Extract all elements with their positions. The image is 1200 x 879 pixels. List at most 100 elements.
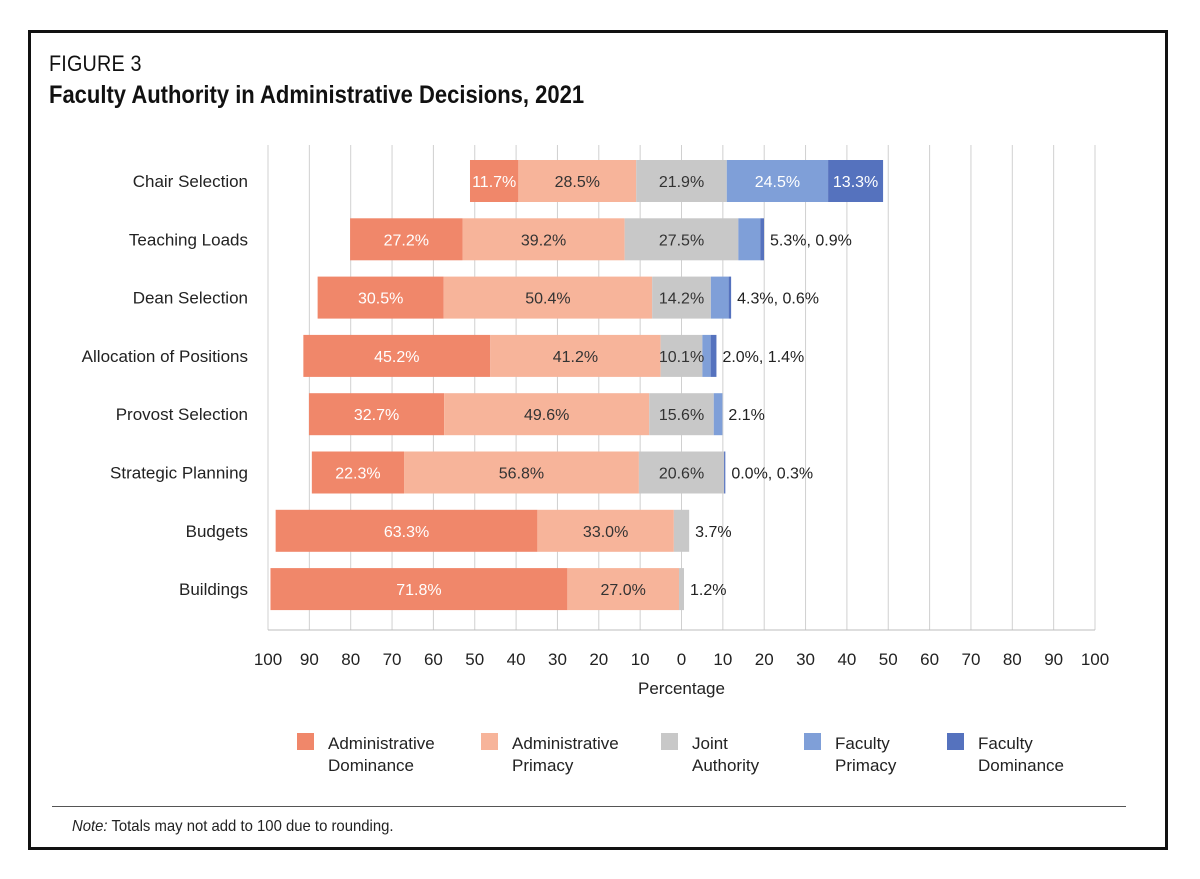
x-tick-label: 60 <box>424 650 443 669</box>
figure-label: FIGURE 3 <box>49 51 142 76</box>
bar-teaching-loads-joint-authority <box>624 218 739 261</box>
data-label: 39.2% <box>521 232 566 249</box>
bar-allocation-of-positions-faculty-dominance <box>710 334 717 377</box>
category-label: Budgets <box>186 522 248 541</box>
bar-teaching-loads-faculty-primacy <box>738 218 761 261</box>
data-label: 28.5% <box>555 174 600 191</box>
x-tick-label: 10 <box>713 650 732 669</box>
bar-dean-selection-administrative-primacy <box>443 276 653 319</box>
legend-label: Authority <box>692 756 760 775</box>
data-label: 11.7% <box>472 174 516 191</box>
data-label: 33.0% <box>583 524 628 541</box>
x-tick-label: 60 <box>920 650 939 669</box>
legend-label: Dominance <box>978 756 1064 775</box>
legend-label: Dominance <box>328 756 414 775</box>
x-tick-label: 50 <box>465 650 484 669</box>
note-text: Totals may not add to 100 due to roundin… <box>107 818 394 835</box>
data-label: 63.3% <box>384 524 429 541</box>
bar-allocation-of-positions-faculty-primacy <box>702 334 711 377</box>
legend-label: Primacy <box>835 756 897 775</box>
data-label-outside: 2.1% <box>728 407 764 424</box>
bar-allocation-of-positions-administrative-primacy <box>490 334 661 377</box>
figure-title: Faculty Authority in Administrative Deci… <box>49 81 585 109</box>
x-tick-label: 30 <box>796 650 815 669</box>
category-label: Provost Selection <box>116 405 248 424</box>
data-label: 22.3% <box>335 466 380 483</box>
data-label: 27.2% <box>384 232 429 249</box>
bar-strategic-planning-administrative-dominance <box>311 451 405 494</box>
legend-label: Primacy <box>512 756 574 775</box>
x-tick-label: 30 <box>548 650 567 669</box>
x-tick-label: 20 <box>589 650 608 669</box>
data-label: 27.5% <box>659 232 704 249</box>
x-tick-label: 70 <box>383 650 402 669</box>
bar-teaching-loads-faculty-dominance <box>760 218 764 261</box>
bar-dean-selection-administrative-dominance <box>317 276 444 319</box>
data-label: 56.8% <box>499 466 544 483</box>
x-tick-label: 100 <box>1081 650 1109 669</box>
data-label: 13.3% <box>833 174 878 191</box>
data-label-outside: 2.0%, 1.4% <box>722 349 804 366</box>
legend-swatch <box>947 733 964 750</box>
data-label-outside: 5.3%, 0.9% <box>770 232 852 249</box>
bar-buildings-administrative-dominance <box>270 568 568 611</box>
note: Note: Totals may not add to 100 due to r… <box>72 818 394 836</box>
data-label: 41.2% <box>553 349 598 366</box>
bar-dean-selection-faculty-primacy <box>710 276 729 319</box>
data-label: 49.6% <box>524 407 569 424</box>
legend-item-joint-authority: Joint Authority <box>661 733 760 775</box>
data-label: 15.6% <box>659 407 704 424</box>
bars <box>270 160 884 611</box>
data-label: 27.0% <box>601 582 646 599</box>
category-label: Dean Selection <box>133 289 248 308</box>
category-labels: Chair Selection Teaching Loads Dean Select… <box>82 172 248 599</box>
legend-label: Administrative <box>328 734 435 753</box>
bar-buildings-joint-authority <box>679 568 684 611</box>
legend: Administrative Dominance Administrative Pri… <box>297 733 1064 775</box>
legend-item-administrative-dominance: Administrative Dominance <box>297 733 435 775</box>
data-label: 10.1% <box>659 349 704 366</box>
bar-chair-selection-administrative-dominance <box>469 160 519 202</box>
data-label: 14.2% <box>659 291 704 308</box>
bar-budgets-administrative-dominance <box>275 509 538 552</box>
bar-chair-selection-joint-authority <box>636 160 727 202</box>
bar-dean-selection-faculty-dominance <box>728 276 732 319</box>
x-tick-label: 90 <box>300 650 319 669</box>
x-axis: 100 90 80 70 60 50 40 30 20 10 0 10 20 30 40 50 60 70 80 90… <box>254 629 1109 698</box>
bar-provost-selection-faculty-primacy <box>713 393 723 436</box>
data-label: 50.4% <box>525 291 570 308</box>
bar-budgets-joint-authority <box>673 509 690 552</box>
legend-label: Joint <box>692 734 728 753</box>
bar-teaching-loads-administrative-dominance <box>350 218 463 261</box>
x-tick-label: 80 <box>1003 650 1022 669</box>
bar-allocation-of-positions-administrative-dominance <box>303 334 491 377</box>
bar-chair-selection-faculty-primacy <box>726 160 829 202</box>
bar-strategic-planning-joint-authority <box>638 451 725 494</box>
bar-chair-selection-administrative-primacy <box>518 160 637 202</box>
bar-provost-selection-administrative-primacy <box>444 393 650 436</box>
data-label-outside: 3.7% <box>695 524 731 541</box>
x-axis-title: Percentage <box>638 679 725 698</box>
bar-buildings-administrative-primacy <box>567 568 680 611</box>
x-tick-label: 80 <box>341 650 360 669</box>
legend-item-administrative-primacy: Administrative Primacy <box>481 733 619 775</box>
legend-swatch <box>481 733 498 750</box>
data-label: 21.9% <box>659 174 704 191</box>
data-label-outside: 4.3%, 0.6% <box>737 291 819 308</box>
legend-item-faculty-dominance: Faculty Dominance <box>947 733 1064 775</box>
x-tick-label: 70 <box>961 650 980 669</box>
bar-budgets-administrative-primacy <box>537 509 674 552</box>
category-label: Allocation of Positions <box>82 347 248 366</box>
category-label: Buildings <box>179 580 248 599</box>
data-label-outside: 1.2% <box>690 582 726 599</box>
x-tick-label: 100 <box>254 650 282 669</box>
data-label: 71.8% <box>396 582 441 599</box>
data-labels: 11.7% 28.5% 21.9% 24.5% 13.3% 27.2% 39.2% 27.5%… <box>335 174 878 599</box>
category-label: Strategic Planning <box>110 464 248 483</box>
data-label: 45.2% <box>374 349 419 366</box>
data-label: 24.5% <box>755 174 800 191</box>
legend-swatch <box>804 733 821 750</box>
x-tick-label: 50 <box>879 650 898 669</box>
x-tick-label: 20 <box>755 650 774 669</box>
